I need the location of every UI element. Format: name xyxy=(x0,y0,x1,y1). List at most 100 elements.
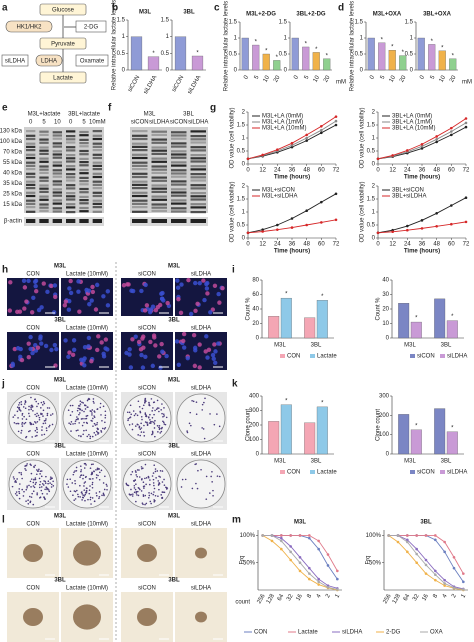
band xyxy=(171,164,187,167)
nucleus xyxy=(139,288,144,294)
y-tick-label: 1 xyxy=(410,36,414,42)
colony xyxy=(165,416,168,419)
legend-label: M3L+LA (0mM) xyxy=(262,114,303,120)
nucleus xyxy=(101,351,106,357)
colony xyxy=(82,433,84,436)
colony xyxy=(48,490,51,493)
colony xyxy=(216,475,219,477)
nucleus xyxy=(161,298,166,303)
point xyxy=(424,534,428,537)
point xyxy=(317,580,320,584)
colony xyxy=(212,489,214,492)
colony xyxy=(94,434,97,436)
y-tick-label: 1 xyxy=(372,136,376,142)
colony xyxy=(142,494,145,496)
legend-label: siCON xyxy=(417,354,435,360)
y-tick-label: 0 xyxy=(122,68,126,74)
colony xyxy=(46,412,49,415)
band xyxy=(190,173,206,176)
chart-title: 3BL+OXA xyxy=(423,12,452,18)
colony xyxy=(151,420,153,423)
band xyxy=(92,183,102,186)
nucleus xyxy=(94,282,100,288)
point xyxy=(320,131,323,135)
legend-label: 3BL+siLDHA xyxy=(392,194,427,200)
nucleus xyxy=(193,348,198,353)
nucleus xyxy=(197,342,202,347)
nucleus xyxy=(36,307,42,313)
colony xyxy=(36,469,38,471)
colony xyxy=(51,423,54,426)
x-tick-label: 2 xyxy=(451,593,458,599)
colony xyxy=(34,483,37,485)
x-tick-label: 20 xyxy=(273,74,282,83)
x-tick-label: 10 xyxy=(263,74,272,83)
colony xyxy=(186,430,188,432)
colony xyxy=(149,421,152,423)
colony xyxy=(14,492,17,495)
band xyxy=(151,141,167,144)
colony xyxy=(158,482,160,484)
nucleus xyxy=(142,308,148,313)
colony xyxy=(93,415,95,417)
colony xyxy=(25,418,28,420)
colony xyxy=(158,424,161,427)
colony xyxy=(70,421,73,423)
band xyxy=(132,172,148,175)
nucleus xyxy=(195,301,200,307)
colony xyxy=(209,413,211,415)
y-tick-label: 1.5 xyxy=(229,20,238,26)
x-axis-label: Time (hours) xyxy=(274,249,310,255)
colony xyxy=(89,498,92,501)
colony xyxy=(34,413,36,416)
colony xyxy=(146,424,149,427)
x-tick-label: M3L xyxy=(274,459,286,465)
band xyxy=(151,195,167,198)
colony xyxy=(139,411,142,414)
colony xyxy=(82,474,85,477)
y-tick-label: 10 xyxy=(382,321,389,327)
colony xyxy=(27,502,30,505)
y-tick-label: 1.5 xyxy=(237,197,246,203)
colony xyxy=(84,417,86,420)
colony xyxy=(43,433,46,436)
x-tick-label: siCON xyxy=(171,75,185,93)
band xyxy=(190,157,206,160)
colony xyxy=(154,435,156,438)
point xyxy=(305,139,308,142)
nucleus xyxy=(22,306,27,311)
nucleus xyxy=(144,303,150,308)
image-label: Lactate (10mM) xyxy=(66,326,108,332)
x-tick-label: 5 xyxy=(304,74,311,80)
colony xyxy=(36,431,38,434)
colony xyxy=(133,414,136,417)
colony xyxy=(93,431,96,434)
colony xyxy=(91,483,94,486)
panel-letter: l xyxy=(2,515,5,526)
y-tick-label: 0 xyxy=(386,336,390,342)
colony xyxy=(104,421,106,424)
band xyxy=(52,210,62,213)
point xyxy=(308,534,311,537)
band xyxy=(190,168,206,171)
nucleus xyxy=(148,339,153,345)
colony xyxy=(52,485,55,487)
panel-letter: d xyxy=(338,3,344,14)
band xyxy=(132,164,148,167)
colony xyxy=(135,483,137,486)
colony xyxy=(130,488,132,491)
colony xyxy=(148,401,150,404)
nucleus xyxy=(41,281,46,286)
colony xyxy=(158,483,160,485)
point xyxy=(415,552,418,556)
colony xyxy=(78,405,80,407)
nucleus xyxy=(193,308,198,314)
colony xyxy=(82,402,85,404)
point xyxy=(289,558,292,562)
colony xyxy=(29,429,31,432)
colony xyxy=(77,495,80,498)
y-tick-label: 1 xyxy=(242,210,246,216)
point xyxy=(443,540,446,544)
colony xyxy=(104,426,107,429)
nucleus xyxy=(179,282,184,287)
